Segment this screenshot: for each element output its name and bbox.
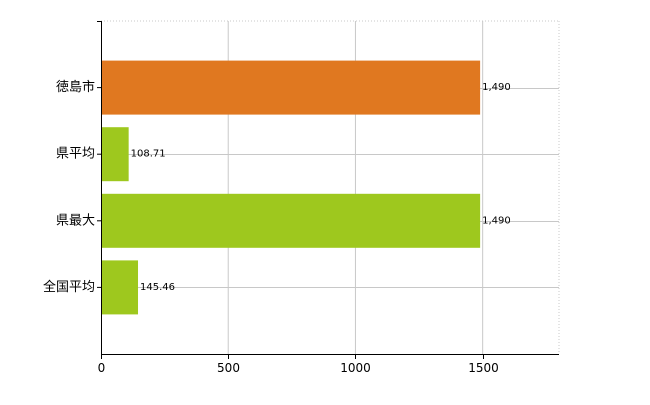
x-tick-label: 500 (217, 361, 240, 375)
axis-layer (97, 21, 559, 359)
category-label: 全国平均 (43, 279, 95, 295)
bar (101, 193, 481, 248)
category-label: 徳島市 (56, 79, 95, 95)
category-label: 県最大 (56, 213, 95, 228)
bar (101, 260, 139, 315)
label-layer: 徳島市 1,490 県平均 108.71 県最大 1,490 全国平均 145.46 0 500 1… (43, 79, 511, 375)
bar (101, 127, 129, 182)
x-tick-label: 1500 (468, 361, 499, 375)
x-tick-label: 1000 (340, 361, 371, 375)
data-label: 145.46 (140, 282, 175, 293)
x-tick-label: 0 (98, 361, 106, 375)
data-label: 1,490 (482, 215, 511, 226)
category-label: 県平均 (56, 147, 95, 162)
data-label: 108.71 (131, 149, 166, 160)
bar-layer (101, 60, 481, 315)
data-label: 1,490 (482, 82, 511, 93)
bar (101, 60, 481, 115)
